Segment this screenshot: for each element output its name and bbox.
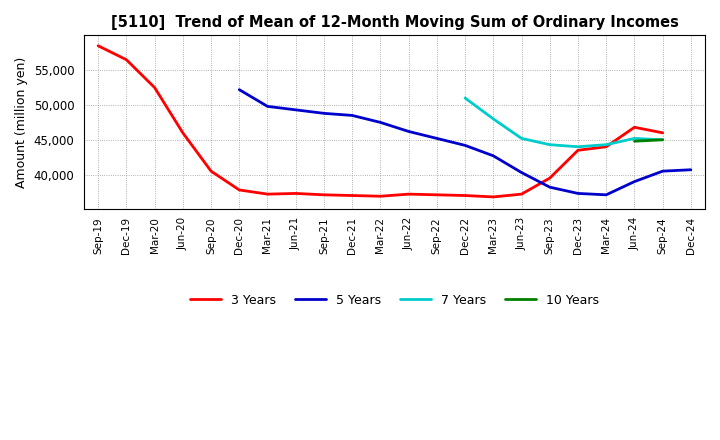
Y-axis label: Amount (million yen): Amount (million yen) <box>15 57 28 188</box>
Legend: 3 Years, 5 Years, 7 Years, 10 Years: 3 Years, 5 Years, 7 Years, 10 Years <box>185 289 604 312</box>
Title: [5110]  Trend of Mean of 12-Month Moving Sum of Ordinary Incomes: [5110] Trend of Mean of 12-Month Moving … <box>111 15 678 30</box>
